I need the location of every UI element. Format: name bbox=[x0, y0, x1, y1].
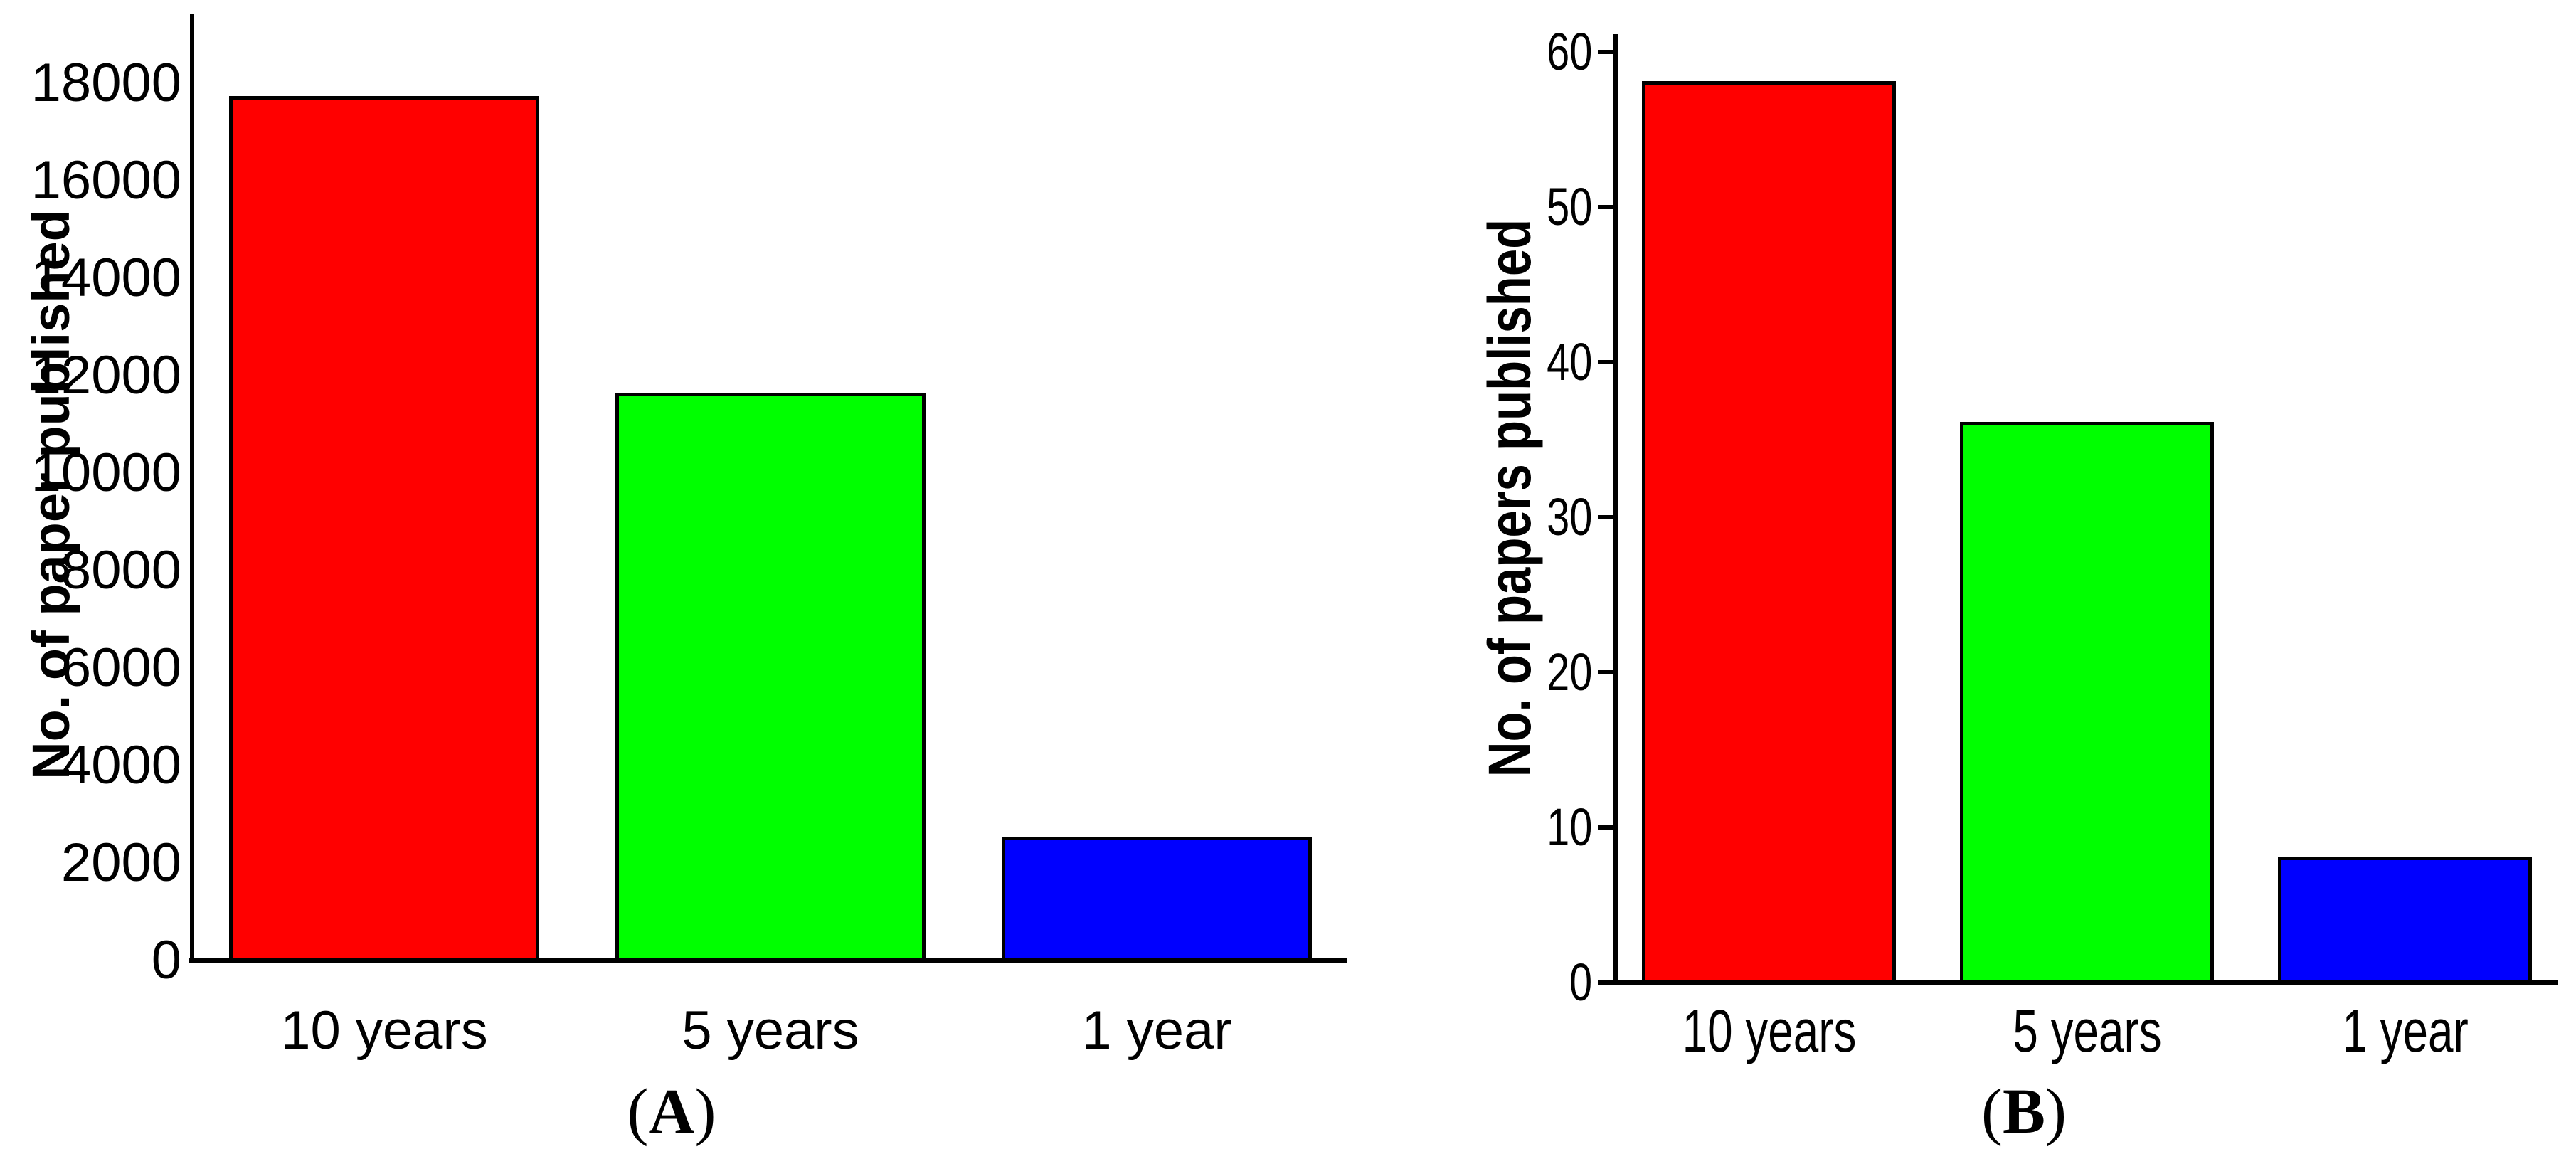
y-tick-label: 14000 bbox=[31, 248, 181, 308]
y-tick-label: 18000 bbox=[31, 53, 181, 113]
y-tick-label: 50 bbox=[1546, 177, 1592, 236]
y-tick-label: 20 bbox=[1546, 642, 1592, 702]
x-category-label: 10 years bbox=[280, 1000, 488, 1061]
panel-label-A-paren-open: ( bbox=[627, 1076, 649, 1147]
y-tick-mark bbox=[1598, 205, 1613, 209]
chart-panel-A: No. of paper published 0 2000 4000 6000 8000… bbox=[21, 14, 1347, 1144]
x-category-label: 5 years bbox=[2012, 997, 2162, 1064]
y-tick-mark bbox=[1598, 50, 1613, 54]
y-tick-mark bbox=[1598, 515, 1613, 519]
y-axis-line bbox=[1613, 34, 1618, 985]
panel-label-A-paren-close: ) bbox=[694, 1076, 716, 1147]
y-tick-label: 30 bbox=[1546, 487, 1592, 546]
x-category-label: 5 years bbox=[682, 1000, 859, 1061]
y-tick-label: 0 bbox=[151, 930, 181, 990]
panel-label-A: (A) bbox=[627, 1080, 716, 1144]
y-axis-title-B: No. of papers published bbox=[1476, 218, 1543, 778]
bar-5-years bbox=[615, 393, 926, 958]
y-tick-label: 12000 bbox=[31, 345, 181, 406]
y-tick-label: 16000 bbox=[31, 150, 181, 211]
x-category-label: 10 years bbox=[1682, 997, 1856, 1064]
x-category-label: 1 year bbox=[2341, 997, 2469, 1064]
y-tick-mark bbox=[1598, 670, 1613, 674]
y-tick-label: 60 bbox=[1546, 22, 1592, 81]
panel-label-B-paren-open: ( bbox=[1981, 1076, 2003, 1147]
y-tick-label: 4000 bbox=[60, 735, 181, 795]
y-axis-line bbox=[190, 14, 194, 963]
x-axis-line bbox=[1612, 980, 2558, 985]
y-tick-mark bbox=[1598, 825, 1613, 830]
y-tick-mark bbox=[1598, 980, 1613, 985]
y-tick-label: 6000 bbox=[60, 637, 181, 698]
bar-1-year bbox=[2278, 857, 2532, 980]
panel-label-A-letter: A bbox=[648, 1076, 695, 1147]
y-tick-label: 10 bbox=[1546, 798, 1592, 857]
chart-panel-B: No. of papers published 0 10 20 30 40 50 60 10 … bbox=[1394, 0, 2576, 1154]
bar-10-years bbox=[1642, 81, 1896, 980]
bar-1-year bbox=[1002, 837, 1312, 958]
panel-label-B: (B) bbox=[1981, 1080, 2067, 1144]
bar-10-years bbox=[229, 96, 539, 958]
y-tick-mark bbox=[1598, 360, 1613, 364]
y-tick-label: 40 bbox=[1546, 332, 1592, 391]
y-tick-label: 8000 bbox=[60, 540, 181, 600]
y-tick-label: 0 bbox=[1569, 953, 1592, 1012]
y-tick-label: 2000 bbox=[60, 832, 181, 893]
y-tick-label: 10000 bbox=[31, 443, 181, 503]
panel-label-B-paren-close: ) bbox=[2045, 1076, 2067, 1147]
bar-5-years bbox=[1960, 422, 2214, 980]
x-axis-line bbox=[189, 958, 1347, 963]
x-category-label: 1 year bbox=[1081, 1000, 1232, 1061]
panel-label-B-letter: B bbox=[2002, 1076, 2046, 1147]
